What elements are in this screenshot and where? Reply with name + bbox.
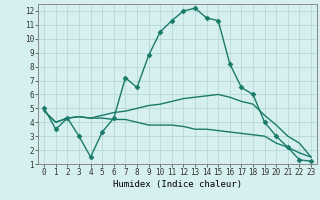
X-axis label: Humidex (Indice chaleur): Humidex (Indice chaleur) — [113, 180, 242, 189]
